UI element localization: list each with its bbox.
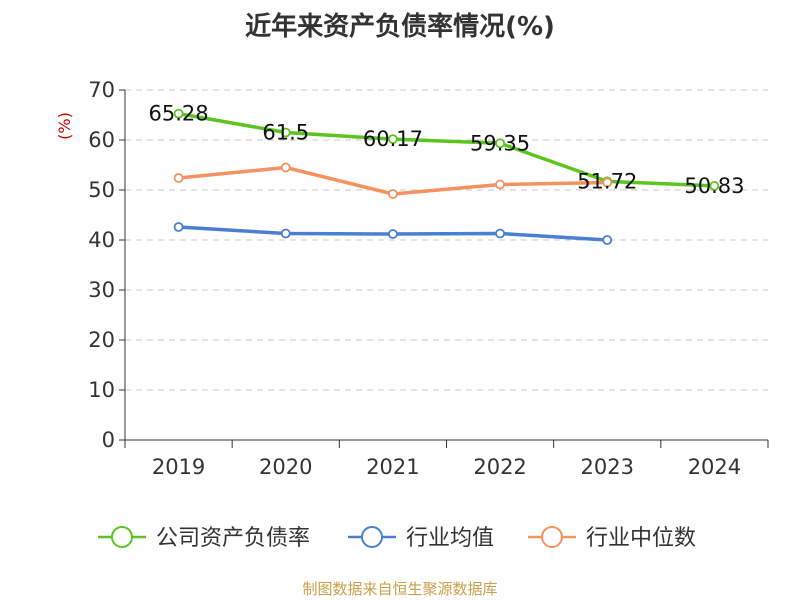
x-tick-label: 2024 (688, 455, 741, 479)
y-tick-label: 10 (88, 378, 115, 402)
legend-item: 公司资产负债率 (98, 526, 310, 551)
legend-item: 行业均值 (348, 526, 494, 551)
data-point (173, 108, 184, 119)
x-tick-label: 2021 (366, 455, 419, 479)
data-label: 50.83 (684, 174, 744, 198)
data-point (602, 177, 613, 188)
y-tick-label: 60 (88, 128, 115, 152)
axes: 0 10 20 30 40 50 60 70 (%) 2019 2020 2021 2022 2023 20… (55, 78, 769, 479)
y-tick-label: 20 (88, 328, 115, 352)
data-point (602, 235, 613, 245)
data-point (495, 179, 505, 190)
series-line-0 (178, 111, 715, 188)
data-label: 60.17 (363, 127, 423, 151)
legend-marker (111, 526, 133, 548)
legend-marker (541, 526, 563, 548)
data-point (173, 173, 184, 183)
data-label: 59.35 (470, 131, 530, 155)
y-tick-label: 40 (88, 228, 115, 252)
x-tick-label: 2023 (581, 455, 634, 479)
legend: 公司资产负债率 行业均值 行业中位数 (98, 526, 696, 551)
legend-label: 行业中位数 (586, 526, 696, 551)
x-tick-label: 2019 (152, 455, 205, 479)
data-point (495, 228, 505, 239)
y-axis-unit: (%) (55, 112, 74, 140)
legend-marker (361, 526, 383, 548)
legend-label: 行业均值 (406, 526, 494, 551)
series-points (173, 108, 720, 245)
source-note: 制图数据来自恒生聚源数据库 (302, 580, 498, 598)
data-point (388, 229, 398, 239)
y-tick-label: 0 (102, 428, 115, 452)
y-tick-label: 50 (88, 178, 115, 202)
x-tick-label: 2020 (259, 455, 312, 479)
data-label: 61.5 (262, 121, 309, 145)
legend-item: 行业中位数 (528, 526, 696, 551)
x-tick-label: 2022 (473, 455, 526, 479)
data-labels: 65.28 61.5 60.17 59.35 51.72 50.83 (149, 102, 745, 198)
data-point (388, 189, 398, 199)
data-point (280, 228, 291, 239)
grid-lines (125, 89, 768, 391)
y-tick-label: 70 (88, 78, 115, 102)
y-tick-label: 30 (88, 278, 115, 302)
data-point (495, 138, 505, 149)
data-point (280, 127, 291, 138)
data-point (709, 180, 720, 191)
data-point (388, 134, 398, 145)
legend-label: 公司资产负债率 (156, 526, 310, 551)
data-point (280, 162, 291, 173)
data-label: 65.28 (149, 102, 209, 126)
data-label: 51.72 (577, 169, 637, 193)
data-point (173, 222, 184, 232)
chart-title: 近年来资产负债率情况(%) (245, 12, 555, 42)
